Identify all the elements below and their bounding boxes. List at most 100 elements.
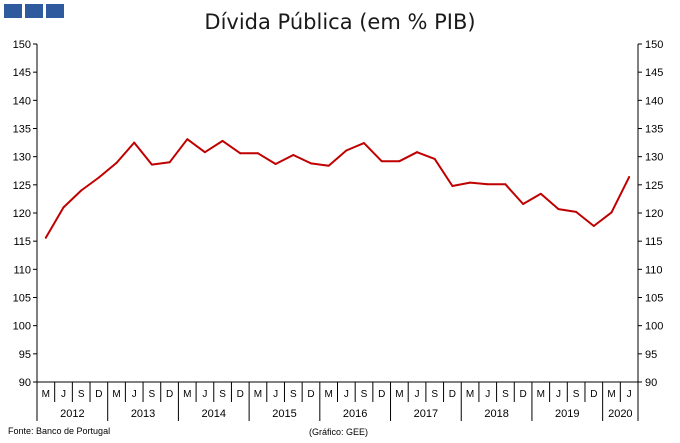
x-tick-label: S [290,389,297,400]
y-tick-label-left: 95 [19,349,31,361]
x-tick-label: J [273,389,278,400]
year-label: 2016 [343,408,367,420]
data-point [221,139,224,142]
institution-logo-icon [4,4,64,18]
x-tick-label: D [590,389,597,400]
data-point [292,153,295,156]
data-point [363,142,366,145]
y-tick-label-right: 145 [645,67,663,79]
data-point [186,138,189,141]
y-tick-label-right: 140 [645,95,663,107]
source-note: Fonte: Banco de Portugal [8,426,111,436]
chart-title: Dívida Pública (em % PIB) [204,10,476,34]
data-point [80,189,83,192]
x-tick-label: D [378,389,385,400]
data-point [504,183,507,186]
x-tick-label: M [607,389,615,400]
y-tick-label-right: 95 [645,349,657,361]
series-line [44,138,631,239]
data-point [256,152,259,155]
year-label: 2012 [60,408,84,420]
x-tick-label: J [132,389,137,400]
x-tick-label: S [361,389,368,400]
x-tick-label: M [324,389,332,400]
y-tick-label-left: 90 [19,377,31,389]
data-point [44,236,47,239]
x-tick-label: D [519,389,526,400]
data-point [327,164,330,167]
y-tick-label-left: 100 [13,321,31,333]
x-tick-label: J [344,389,349,400]
data-point [62,206,65,209]
data-point [133,141,136,144]
x-tick-label: S [219,389,226,400]
data-point [557,208,560,211]
x-tick-label: D [95,389,102,400]
data-point [309,162,312,165]
x-tick-label: M [112,389,120,400]
x-tick-label: M [254,389,262,400]
y-tick-label-right: 125 [645,180,663,192]
y-tick-label-right: 100 [645,321,663,333]
x-tick-label: M [42,389,50,400]
data-point [380,160,383,163]
data-point [628,175,631,178]
x-tick-label: M [395,389,403,400]
data-point [486,183,489,186]
y-tick-label-left: 105 [13,293,31,305]
x-tick-label: D [449,389,456,400]
data-point [274,162,277,165]
x-tick-label: J [61,389,66,400]
x-tick-label: S [502,389,509,400]
data-point [398,160,401,163]
y-tick-label-right: 115 [645,236,663,248]
x-tick-label: S [431,389,438,400]
x-tick-label: J [202,389,207,400]
x-tick-label: D [307,389,314,400]
y-tick-label-right: 150 [645,39,663,51]
x-tick-label: S [78,389,85,400]
data-point [469,181,472,184]
data-point [150,163,153,166]
year-label: 2018 [484,408,508,420]
x-tick-label: J [556,389,561,400]
x-tick-label: J [485,389,490,400]
year-label: 2015 [272,408,296,420]
data-point [239,152,242,155]
x-tick-label: M [183,389,191,400]
x-tick-label: J [627,389,632,400]
y-tick-label-right: 90 [645,377,657,389]
y-tick-label-left: 135 [13,124,31,136]
x-tick-label: J [415,389,420,400]
y-tick-label-left: 115 [13,236,31,248]
data-point [539,192,542,195]
chart-credit: (Gráfico: GEE) [309,427,369,437]
data-point [203,151,206,154]
x-tick-label: D [166,389,173,400]
year-label: 2014 [202,408,226,420]
y-tick-label-right: 110 [645,264,663,276]
y-tick-label-left: 125 [13,180,31,192]
data-point [115,161,118,164]
y-tick-label-right: 130 [645,152,663,164]
x-tick-label: S [573,389,580,400]
x-tick-label: M [466,389,474,400]
year-label: 2019 [555,408,579,420]
y-tick-label-left: 110 [13,264,31,276]
year-label: 2020 [608,408,632,420]
y-tick-label-right: 105 [645,293,663,305]
y-tick-label-right: 135 [645,124,663,136]
data-point [433,157,436,160]
data-point [522,202,525,205]
year-label: 2013 [131,408,155,420]
data-point [416,151,419,154]
year-label: 2017 [414,408,438,420]
y-tick-label-left: 120 [13,208,31,220]
y-tick-label-left: 150 [13,39,31,51]
data-point [451,184,454,187]
data-point [592,224,595,227]
data-point [168,161,171,164]
data-point [345,149,348,152]
data-point [610,211,613,214]
